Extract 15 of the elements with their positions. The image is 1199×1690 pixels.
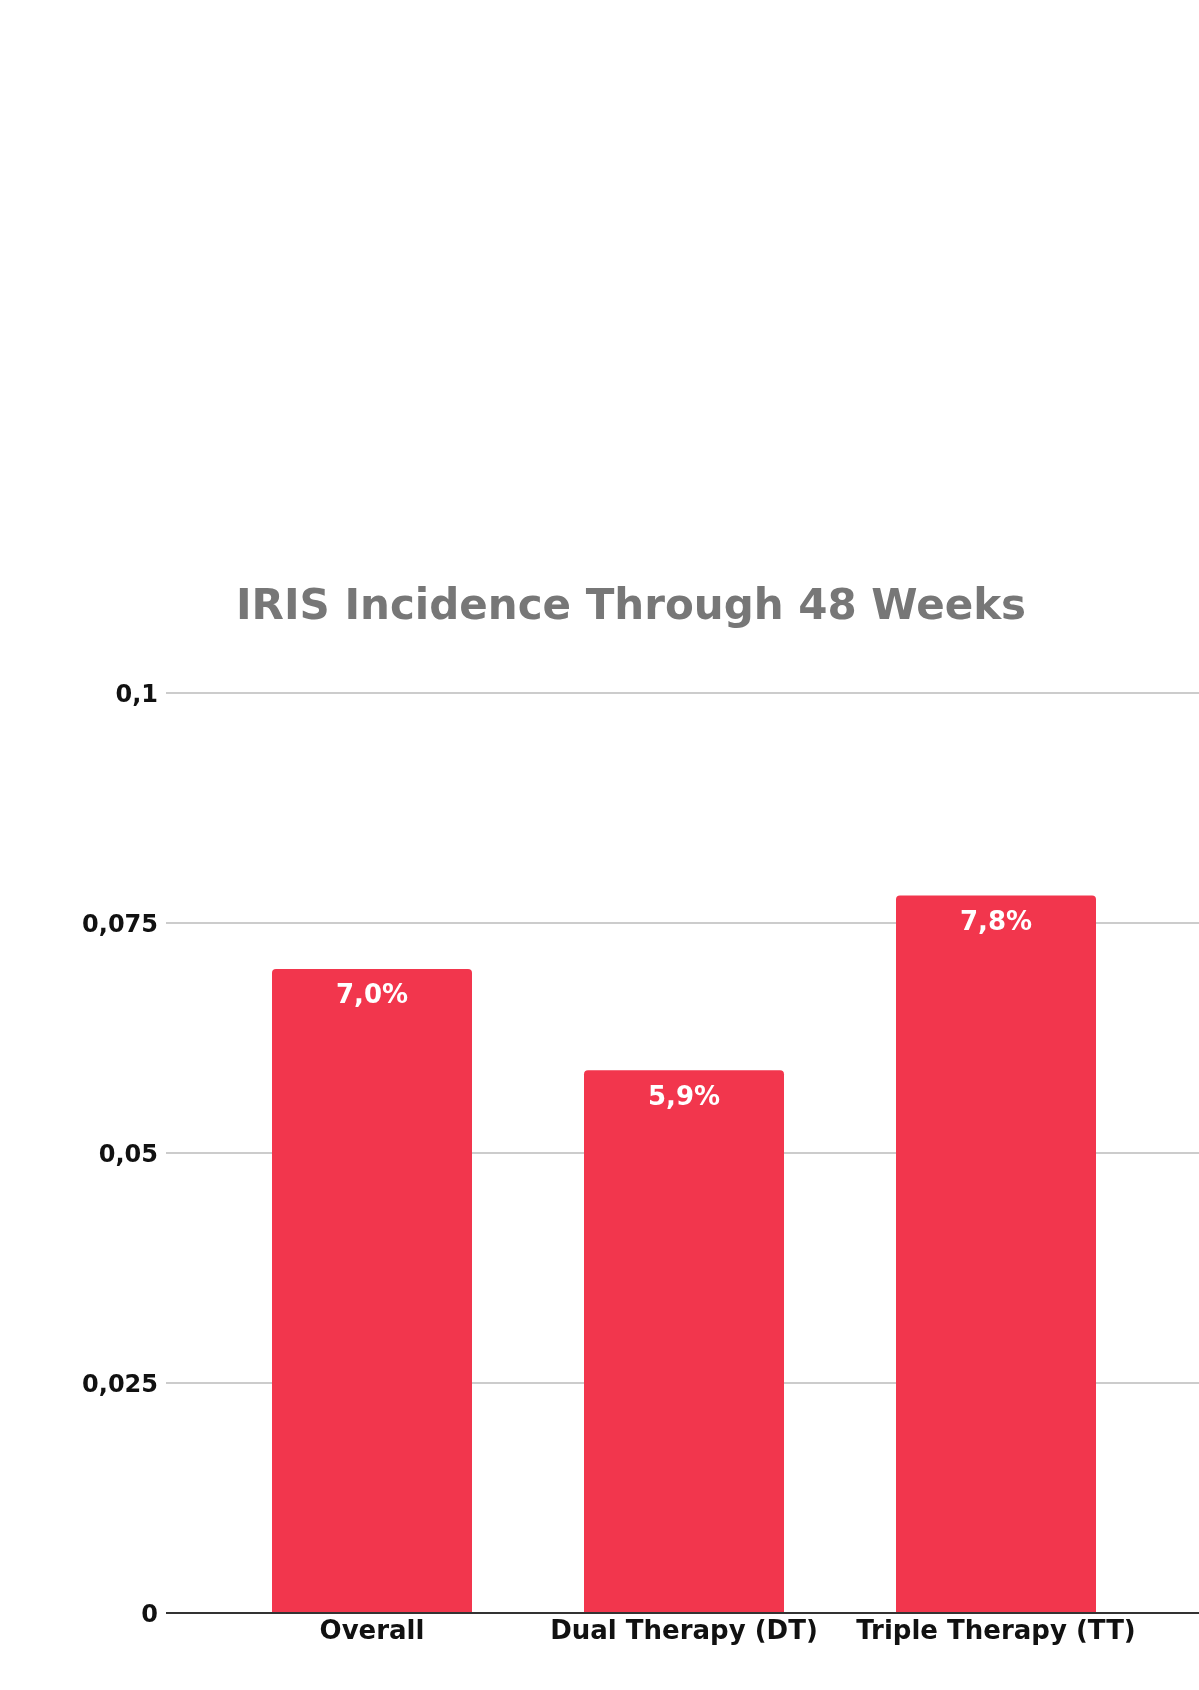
data-label: 7,0% [335,979,409,1010]
y-tick-label: 0,025 [82,1369,158,1398]
bar [272,969,472,1613]
bar [584,1070,784,1613]
bar [896,895,1096,1613]
y-tick-label: 0,1 [115,679,158,708]
data-label: 7,8% [959,905,1033,936]
chart-title: IRIS Incidence Through 48 Weeks [234,580,1028,629]
x-tick-label: Overall [319,1615,425,1646]
data-label: 5,9% [647,1080,721,1111]
y-tick-label: 0,05 [98,1139,158,1168]
y-tick-label: 0,075 [82,909,158,938]
x-tick-label: Triple Therapy (TT) [856,1615,1136,1646]
y-tick-label: 0 [141,1599,158,1628]
x-tick-label: Dual Therapy (DT) [550,1615,818,1646]
